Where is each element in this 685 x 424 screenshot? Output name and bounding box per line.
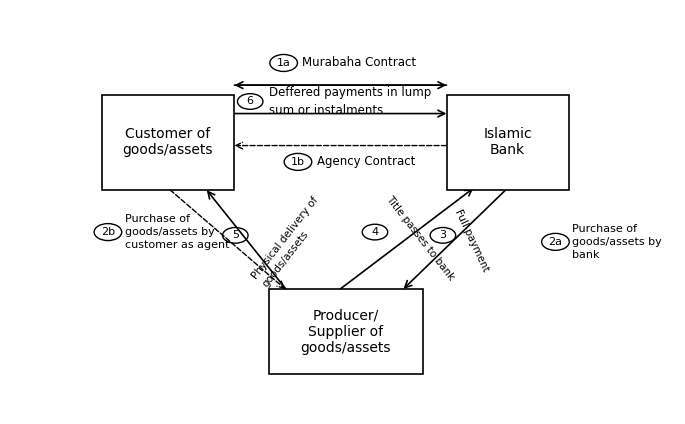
- Text: Full payment: Full payment: [453, 208, 490, 273]
- Text: 6: 6: [247, 97, 253, 106]
- Text: Customer of
goods/assets: Customer of goods/assets: [123, 127, 213, 157]
- FancyBboxPatch shape: [447, 95, 569, 190]
- Text: 5: 5: [232, 230, 239, 240]
- FancyBboxPatch shape: [101, 95, 234, 190]
- Text: 1a: 1a: [277, 58, 290, 68]
- Text: Producer/
Supplier of
goods/assets: Producer/ Supplier of goods/assets: [301, 308, 391, 355]
- Text: 1b: 1b: [291, 157, 305, 167]
- FancyBboxPatch shape: [269, 289, 423, 374]
- Text: 2a: 2a: [549, 237, 562, 247]
- Text: Agency Contract: Agency Contract: [317, 155, 416, 168]
- Text: Islamic
Bank: Islamic Bank: [484, 127, 532, 157]
- Text: 4: 4: [371, 227, 379, 237]
- Text: Purchase of
goods/assets by
bank: Purchase of goods/assets by bank: [573, 224, 662, 260]
- Text: Murabaha Contract: Murabaha Contract: [302, 56, 416, 70]
- Text: Purchase of
goods/assets by
customer as agent: Purchase of goods/assets by customer as …: [125, 214, 230, 250]
- Text: 2b: 2b: [101, 227, 115, 237]
- Text: Physical delivery of
goods/assets: Physical delivery of goods/assets: [250, 195, 331, 289]
- Text: 3: 3: [439, 230, 447, 240]
- Text: Title passes to bank: Title passes to bank: [384, 193, 457, 282]
- Text: Deffered payments in lump
sum or instalments: Deffered payments in lump sum or instalm…: [269, 86, 431, 117]
